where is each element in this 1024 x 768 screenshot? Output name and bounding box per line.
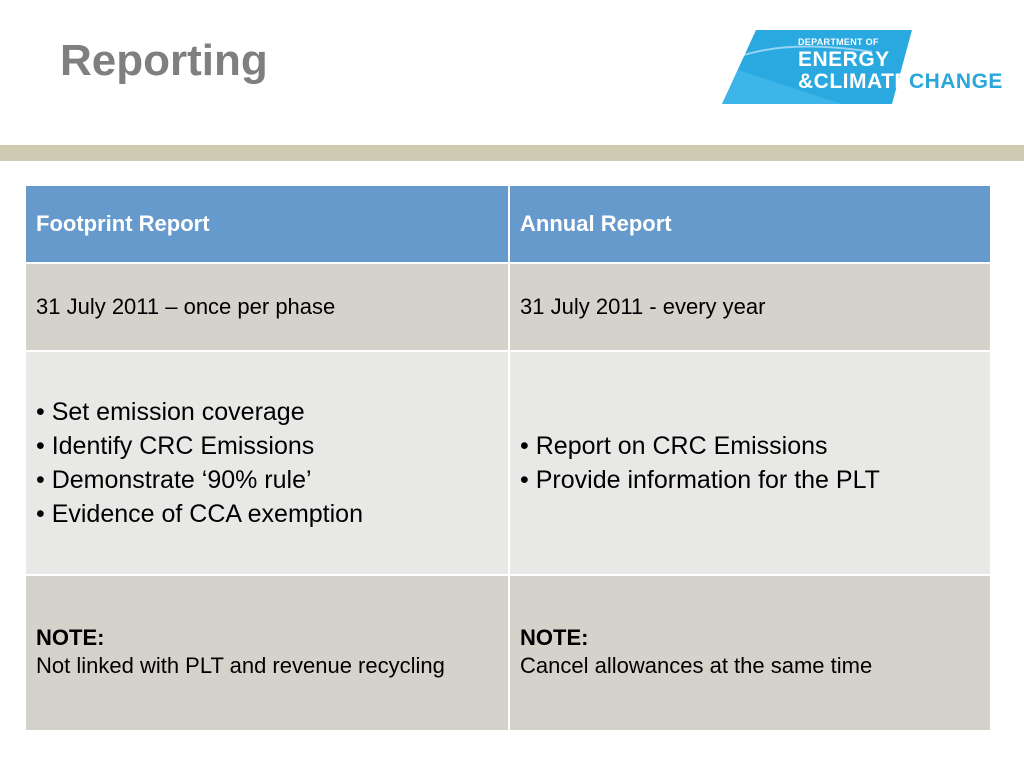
- logo-change: CHANGE: [908, 70, 1003, 93]
- table-row-activities: • Set emission coverage • Identify CRC E…: [23, 350, 992, 576]
- list-item: • Evidence of CCA exemption: [36, 500, 363, 528]
- annual-date-cell: 31 July 2011 - every year: [508, 262, 992, 352]
- logo-climate: &CLIMATE: [798, 70, 909, 93]
- footprint-activities-cell: • Set emission coverage • Identify CRC E…: [23, 350, 511, 576]
- table-row-notes: NOTE: Not linked with PLT and revenue re…: [23, 574, 992, 732]
- footprint-activities-list: • Set emission coverage • Identify CRC E…: [36, 395, 498, 531]
- list-item: • Identify CRC Emissions: [36, 432, 315, 460]
- annual-activities-list: • Report on CRC Emissions • Provide info…: [520, 429, 980, 497]
- note-label: NOTE:: [520, 625, 589, 650]
- logo-line-energy: ENERGY: [798, 48, 890, 71]
- reporting-table: Footprint Report Annual Report 31 July 2…: [23, 184, 992, 732]
- list-item: • Provide information for the PLT: [520, 466, 880, 494]
- note-text: Not linked with PLT and revenue recyclin…: [36, 653, 445, 678]
- annual-note-cell: NOTE: Cancel allowances at the same time: [508, 574, 992, 732]
- list-item: • Report on CRC Emissions: [520, 432, 828, 460]
- table-header-row: Footprint Report Annual Report: [23, 184, 992, 264]
- table-row-dates: 31 July 2011 – once per phase 31 July 20…: [23, 262, 992, 352]
- footprint-note-cell: NOTE: Not linked with PLT and revenue re…: [23, 574, 511, 732]
- note-label: NOTE:: [36, 625, 105, 650]
- header-footprint-report: Footprint Report: [23, 184, 511, 264]
- logo-line-climate-change: &CLIMATECHANGE: [798, 71, 1003, 92]
- slide-title: Reporting: [60, 36, 268, 85]
- logo-line-department: DEPARTMENT OF: [798, 37, 879, 47]
- list-item: • Demonstrate ‘90% rule’: [36, 466, 312, 494]
- decc-logo: DEPARTMENT OF ENERGY &CLIMATECHANGE: [722, 30, 1002, 104]
- annual-activities-cell: • Report on CRC Emissions • Provide info…: [508, 350, 992, 576]
- list-item: • Set emission coverage: [36, 398, 305, 426]
- logo-shape-icon: [722, 30, 912, 104]
- note-text: Cancel allowances at the same time: [520, 653, 873, 678]
- header-divider: [0, 145, 1024, 161]
- footprint-date-cell: 31 July 2011 – once per phase: [23, 262, 511, 352]
- header-annual-report: Annual Report: [508, 184, 992, 264]
- logo-wordmark: DEPARTMENT OF ENERGY &CLIMATECHANGE: [798, 37, 1003, 93]
